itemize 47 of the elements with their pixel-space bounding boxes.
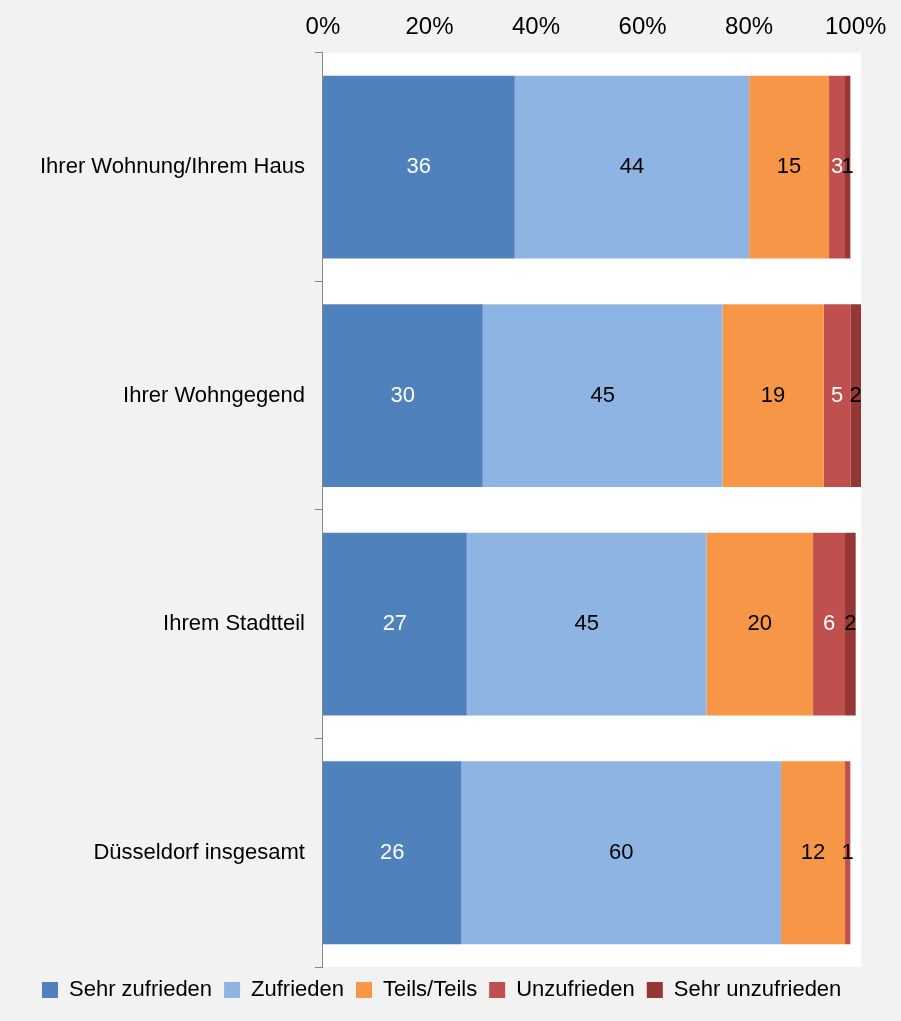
data-label: 2 (849, 381, 862, 407)
bar (749, 75, 830, 259)
bar (461, 761, 782, 945)
x-tick-label: 100% (824, 12, 887, 40)
x-tick-label: 60% (618, 12, 667, 40)
x-tick-label: 80% (725, 12, 774, 40)
bar (722, 304, 824, 488)
data-label: 6 (822, 610, 836, 636)
y-tick-label: Ihrer Wohnung/Ihrem Haus (39, 153, 305, 179)
data-label: 27 (382, 610, 408, 636)
data-label: 36 (406, 153, 432, 179)
bar (322, 304, 483, 488)
legend-label: Zufrieden (251, 976, 345, 1002)
bar (466, 532, 707, 716)
legend-label: Sehr unzufrieden (673, 976, 842, 1002)
legend-label: Teils/Teils (383, 976, 478, 1002)
y-tick-label: Ihrem Stadtteil (163, 610, 305, 636)
y-tick-label: Ihrer Wohngegend (123, 381, 305, 407)
data-label: 12 (800, 838, 826, 864)
data-label: 44 (619, 153, 645, 179)
data-label: 19 (760, 381, 786, 407)
y-tick-label: Düsseldorf insgesamt (93, 838, 305, 864)
data-label: 26 (379, 838, 405, 864)
bar (322, 761, 462, 945)
bar (845, 532, 856, 716)
data-label: 60 (609, 838, 634, 864)
legend-label: Unzufrieden (516, 976, 635, 1002)
data-label: 5 (830, 381, 844, 407)
data-label: 3 (830, 153, 844, 179)
data-label: 45 (574, 610, 599, 636)
bar (514, 75, 750, 259)
bar (706, 532, 814, 716)
x-tick-label: 40% (512, 12, 561, 40)
x-tick-label: 20% (405, 12, 454, 40)
bar (322, 532, 467, 716)
data-label: 30 (390, 381, 416, 407)
bar (813, 532, 846, 716)
data-label: 2 (844, 610, 857, 636)
legend-label: Sehr zufrieden (69, 976, 213, 1002)
bar (482, 304, 723, 488)
bar (823, 304, 851, 488)
x-tick-label: 0% (305, 12, 341, 40)
bar (322, 75, 515, 259)
bar (850, 304, 861, 488)
data-label: 45 (590, 381, 615, 407)
data-label: 15 (776, 153, 802, 179)
data-label: 20 (747, 610, 773, 636)
